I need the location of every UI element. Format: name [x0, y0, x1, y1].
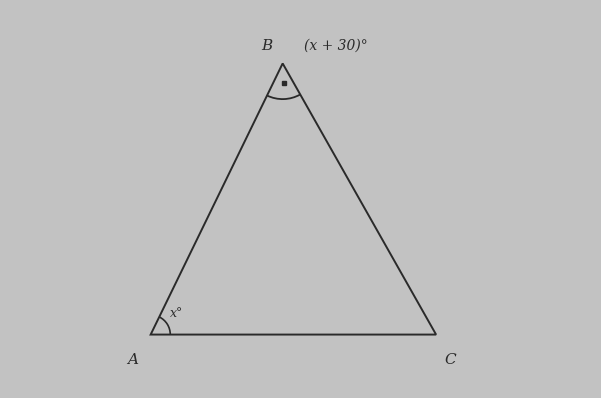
Text: C: C [445, 353, 456, 367]
Text: A: A [127, 353, 138, 367]
Text: (x + 30)°: (x + 30)° [304, 39, 368, 53]
Text: B: B [261, 39, 272, 53]
Text: x°: x° [170, 307, 183, 320]
